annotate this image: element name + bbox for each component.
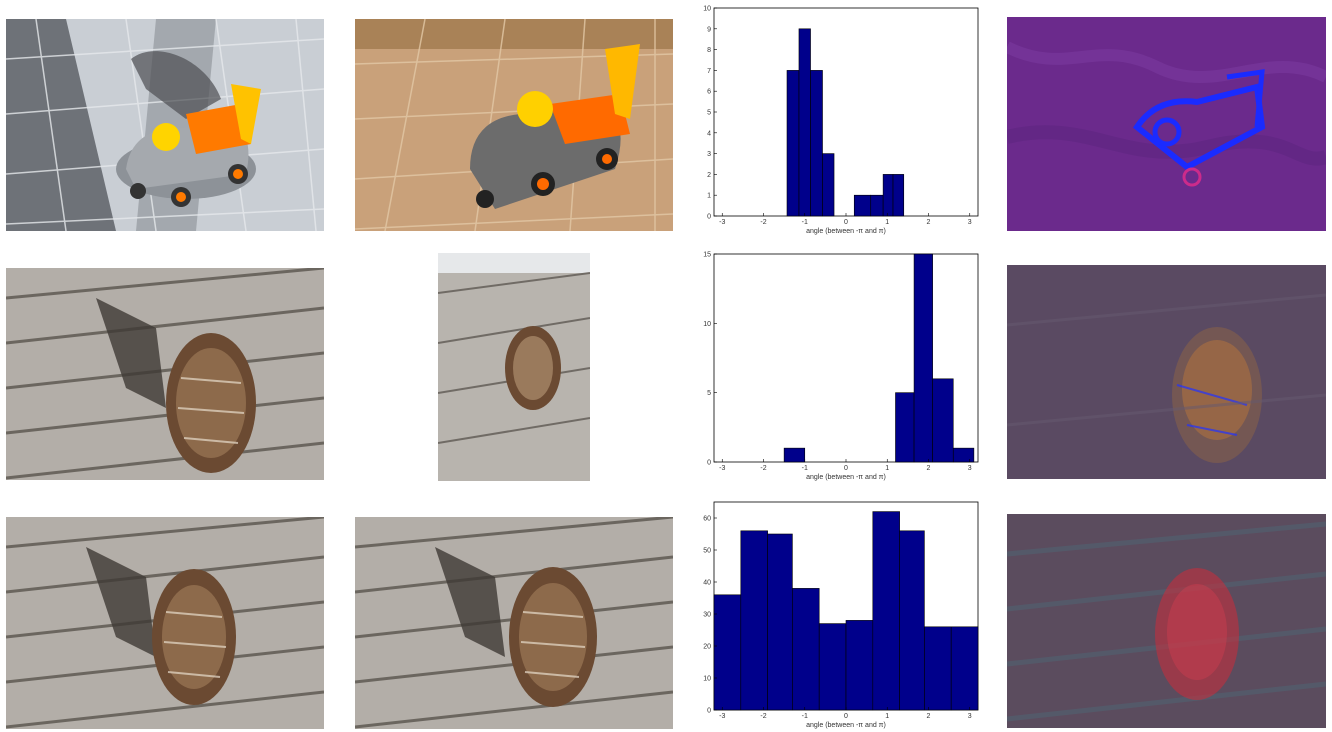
pine-cone-deck-2-image: [6, 517, 324, 729]
x-tick-label: -1: [802, 219, 808, 226]
y-tick-label: 5: [707, 390, 711, 397]
x-tick-label: 1: [885, 465, 889, 472]
histogram-bar: [924, 626, 952, 711]
histogram-bar: [798, 28, 811, 217]
histogram-bar: [932, 378, 954, 463]
y-tick-label: 10: [703, 6, 711, 13]
pine-cone-deck-3-image: [355, 517, 673, 729]
x-tick-label: 1: [885, 219, 889, 226]
histogram-2: -3 -2 -1 0 1 2 3 0 5 10 15 angle (between -π and π): [700, 250, 980, 482]
x-tick-label: 1: [885, 713, 889, 720]
histogram-bar: [845, 620, 874, 711]
histogram-bar: [870, 194, 884, 217]
y-tick-label: 2: [707, 172, 711, 179]
photo-pine-cone-deck-small: [438, 253, 590, 481]
x-axis-label: angle (between -π and π): [806, 228, 886, 235]
x-axis-label: angle (between -π and π): [806, 474, 886, 481]
y-tick-label: 15: [703, 252, 711, 259]
histogram-1: -3 -2 -1 0 1 2 3 0 1 2 3 4 5 6 7 8 9 10 angle (between -π …: [700, 4, 980, 236]
x-tick-label: -2: [760, 713, 766, 720]
histogram-2-svg: -3 -2 -1 0 1 2 3 0 5 10 15 angle (between -π and π): [703, 252, 979, 481]
orientation-map-3: [1007, 514, 1326, 728]
photo-pine-cone-deck-3: [355, 517, 673, 729]
y-tick-label: 5: [707, 110, 711, 117]
orientation-map-2-image: [1007, 265, 1326, 479]
x-tick-label: -1: [802, 465, 808, 472]
y-tick-label: 1: [707, 193, 711, 200]
pine-cone-deck-small-image: [438, 253, 590, 481]
photo-toy-car-warm: [355, 19, 673, 231]
x-tick-label: 2: [927, 219, 931, 226]
y-tick-label: 7: [707, 68, 711, 75]
y-tick-label: 4: [707, 130, 711, 137]
orientation-map-3-image: [1007, 514, 1326, 728]
y-tick-label: 10: [703, 676, 711, 683]
x-tick-label: -2: [760, 219, 766, 226]
histogram-bar: [913, 253, 933, 463]
y-tick-label: 20: [703, 644, 711, 651]
pine-cone-deck-1-image: [6, 268, 324, 480]
y-tick-label: 9: [707, 26, 711, 33]
y-tick-label: 60: [703, 516, 711, 523]
histogram-bar: [822, 153, 835, 217]
x-tick-label: 3: [968, 465, 972, 472]
y-tick-label: 0: [707, 214, 711, 221]
toy-car-warm-image: [355, 19, 673, 231]
histogram-bar: [872, 511, 900, 711]
histogram-bar: [853, 194, 872, 217]
histogram-bar: [783, 447, 806, 463]
histogram-bar: [786, 70, 800, 217]
histogram-bar: [713, 594, 742, 711]
x-tick-label: 0: [844, 713, 848, 720]
histogram-bar: [792, 588, 820, 711]
photo-pine-cone-deck-1: [6, 268, 324, 480]
x-axis-label: angle (between -π and π): [806, 722, 886, 729]
photo-pine-cone-deck-2: [6, 517, 324, 729]
y-tick-label: 40: [703, 580, 711, 587]
y-tick-label: 50: [703, 548, 711, 555]
x-tick-label: 0: [844, 219, 848, 226]
y-tick-label: 8: [707, 47, 711, 54]
x-tick-label: 2: [927, 713, 931, 720]
plot-frame: [713, 7, 979, 217]
y-tick-label: 0: [707, 708, 711, 715]
y-tick-label: 6: [707, 89, 711, 96]
x-tick-label: -3: [719, 713, 725, 720]
histogram-bar: [818, 623, 847, 711]
histogram-bar: [952, 447, 975, 463]
histogram-3: -3 -2 -1 0 1 2 3 0 10 20 30 40 50 60 angle (between -π…: [700, 498, 980, 730]
histogram-bar: [892, 174, 905, 217]
x-tick-label: 3: [968, 219, 972, 226]
x-tick-label: -2: [760, 465, 766, 472]
histogram-bar: [810, 70, 823, 217]
y-tick-label: 3: [707, 151, 711, 158]
y-tick-label: 0: [707, 460, 711, 467]
orientation-map-1-image: [1007, 17, 1326, 231]
histogram-bar: [882, 174, 894, 217]
histogram-bar: [740, 530, 768, 711]
y-tick-label: 10: [703, 321, 711, 328]
x-tick-label: 2: [927, 465, 931, 472]
orientation-map-2: [1007, 265, 1326, 479]
histogram-bar: [899, 530, 925, 711]
histogram-bar: [895, 392, 915, 463]
histogram-bar: [950, 626, 979, 711]
x-tick-label: 0: [844, 465, 848, 472]
toy-car-shadowed-image: [6, 19, 324, 231]
x-tick-label: -1: [802, 713, 808, 720]
photo-toy-car-shadowed: [6, 19, 324, 231]
x-tick-label: 3: [968, 713, 972, 720]
x-tick-label: -3: [719, 465, 725, 472]
x-tick-label: -3: [719, 219, 725, 226]
histogram-bar: [767, 533, 793, 711]
histogram-1-svg: -3 -2 -1 0 1 2 3 0 1 2 3 4 5 6 7 8 9 10 angle (between -π …: [703, 6, 979, 235]
y-tick-label: 30: [703, 612, 711, 619]
orientation-map-1: [1007, 17, 1326, 231]
